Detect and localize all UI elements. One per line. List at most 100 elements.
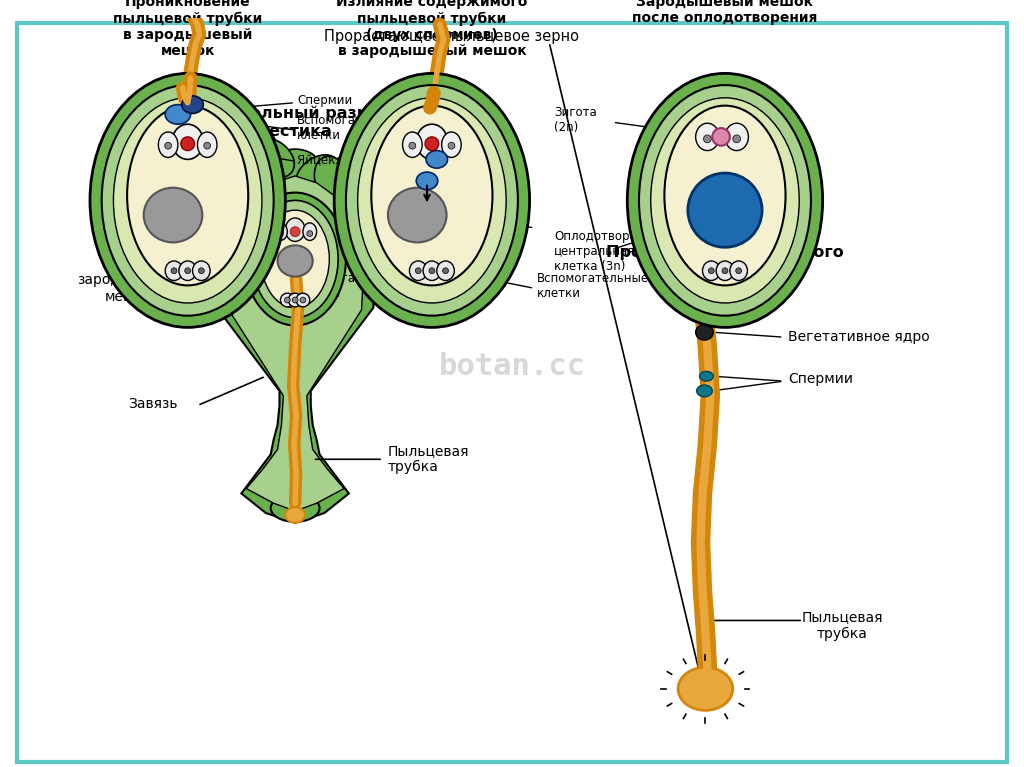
Ellipse shape xyxy=(303,223,316,240)
Ellipse shape xyxy=(273,223,288,240)
Ellipse shape xyxy=(417,124,447,160)
Ellipse shape xyxy=(417,172,437,189)
Ellipse shape xyxy=(198,132,217,157)
Ellipse shape xyxy=(182,96,204,114)
Ellipse shape xyxy=(702,261,720,281)
Ellipse shape xyxy=(441,132,461,157)
Ellipse shape xyxy=(357,98,506,303)
Ellipse shape xyxy=(250,137,294,177)
Ellipse shape xyxy=(114,98,262,303)
Ellipse shape xyxy=(699,371,714,381)
Polygon shape xyxy=(215,161,375,523)
Ellipse shape xyxy=(281,293,294,307)
Ellipse shape xyxy=(296,293,310,307)
Text: Пыльцевая
трубка: Пыльцевая трубка xyxy=(802,611,883,640)
Ellipse shape xyxy=(165,104,190,124)
Ellipse shape xyxy=(159,132,178,157)
Ellipse shape xyxy=(722,268,728,274)
Ellipse shape xyxy=(733,135,740,143)
Ellipse shape xyxy=(278,245,312,277)
Text: Вспомогательные
клетки: Вспомогательные клетки xyxy=(537,272,648,301)
Ellipse shape xyxy=(285,297,290,303)
Ellipse shape xyxy=(270,495,319,522)
Ellipse shape xyxy=(639,85,811,316)
Ellipse shape xyxy=(296,155,340,195)
Text: Проникновение
пыльцевой трубки
в зародышевый
мешок: Проникновение пыльцевой трубки в зародыш… xyxy=(113,0,262,58)
Ellipse shape xyxy=(165,261,182,281)
Text: Спермии: Спермии xyxy=(788,372,853,386)
Ellipse shape xyxy=(261,210,330,308)
Text: Зигота
(2n): Зигота (2n) xyxy=(554,107,597,134)
Ellipse shape xyxy=(181,137,195,150)
Ellipse shape xyxy=(245,193,346,325)
Text: Завязь: Завязь xyxy=(128,397,178,410)
Text: Вспомогательные
клетки: Вспомогательные клетки xyxy=(297,272,410,301)
Ellipse shape xyxy=(730,261,748,281)
Ellipse shape xyxy=(416,268,421,274)
Ellipse shape xyxy=(695,324,714,340)
Ellipse shape xyxy=(334,74,529,328)
Ellipse shape xyxy=(665,106,785,285)
Polygon shape xyxy=(226,176,364,511)
Ellipse shape xyxy=(193,261,210,281)
Text: Пыльцевая
трубка: Пыльцевая трубка xyxy=(388,444,469,475)
Ellipse shape xyxy=(437,261,455,281)
Ellipse shape xyxy=(409,142,416,149)
Ellipse shape xyxy=(165,142,172,149)
Ellipse shape xyxy=(678,667,733,710)
Text: Излияние содержимого
пыльцевой трубки
(двух спермиев)
в зародышевый мешок: Излияние содержимого пыльцевой трубки (д… xyxy=(336,0,527,58)
Ellipse shape xyxy=(425,137,438,150)
Text: Прорастание пыльцевого
зерна: Прорастание пыльцевого зерна xyxy=(606,245,844,277)
Ellipse shape xyxy=(442,268,449,274)
Ellipse shape xyxy=(90,74,286,328)
Ellipse shape xyxy=(735,268,741,274)
Ellipse shape xyxy=(716,261,734,281)
Ellipse shape xyxy=(429,268,435,274)
Text: Яйцеклетка (1n): Яйцеклетка (1n) xyxy=(297,153,399,166)
Ellipse shape xyxy=(171,268,177,274)
FancyBboxPatch shape xyxy=(16,22,1008,762)
Ellipse shape xyxy=(127,106,248,285)
Ellipse shape xyxy=(346,85,518,316)
Ellipse shape xyxy=(314,156,350,204)
Ellipse shape xyxy=(101,85,273,316)
Text: botan.cc: botan.cc xyxy=(438,352,586,381)
Text: Центральная
клетка (2n): Центральная клетка (2n) xyxy=(297,212,380,240)
Ellipse shape xyxy=(650,98,799,303)
Ellipse shape xyxy=(688,173,762,247)
Text: Зрелый
зародышевый
мешок: Зрелый зародышевый мешок xyxy=(77,257,181,304)
Text: Зародышевый мешок
после оплодотворения: Зародышевый мешок после оплодотворения xyxy=(632,0,817,25)
Ellipse shape xyxy=(695,123,719,150)
Ellipse shape xyxy=(410,261,427,281)
Ellipse shape xyxy=(289,293,302,307)
Ellipse shape xyxy=(423,261,440,281)
Ellipse shape xyxy=(307,231,312,236)
Ellipse shape xyxy=(449,142,455,149)
Text: Оплодотворенная
центральная
клетка (3n): Оплодотворенная центральная клетка (3n) xyxy=(554,229,667,273)
Ellipse shape xyxy=(286,218,305,242)
Ellipse shape xyxy=(402,132,422,157)
Ellipse shape xyxy=(628,74,822,328)
Ellipse shape xyxy=(292,297,298,303)
Ellipse shape xyxy=(270,149,319,183)
Ellipse shape xyxy=(388,188,446,242)
Text: Продольный разрез
пестика: Продольный разрез пестика xyxy=(202,106,389,139)
Ellipse shape xyxy=(278,231,284,236)
Text: Вегетативное ядро: Вегетативное ядро xyxy=(788,330,930,344)
Ellipse shape xyxy=(290,227,300,236)
Ellipse shape xyxy=(204,142,211,149)
Ellipse shape xyxy=(696,385,713,397)
Ellipse shape xyxy=(184,268,190,274)
Text: Прорастающее пыльцевое зерно: Прорастающее пыльцевое зерно xyxy=(324,29,579,44)
Ellipse shape xyxy=(713,128,730,146)
Ellipse shape xyxy=(240,128,275,176)
Ellipse shape xyxy=(172,124,204,160)
Ellipse shape xyxy=(725,123,749,150)
Ellipse shape xyxy=(252,200,338,318)
Text: Спермии: Спермии xyxy=(297,94,352,107)
Ellipse shape xyxy=(703,135,712,143)
Ellipse shape xyxy=(199,268,204,274)
Ellipse shape xyxy=(426,150,447,168)
Ellipse shape xyxy=(286,507,305,523)
Ellipse shape xyxy=(179,261,197,281)
